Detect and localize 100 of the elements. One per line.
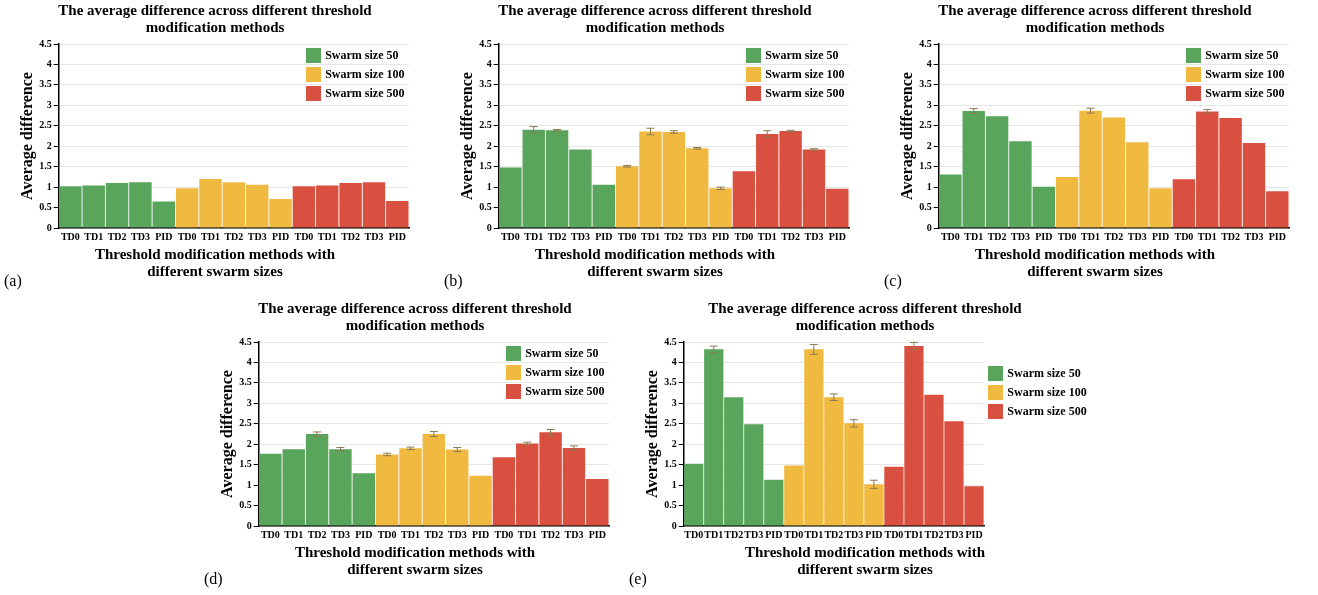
y-tick-label: 0 — [246, 519, 252, 531]
x-tick-label: TD2 — [223, 230, 243, 242]
legend-label: Swarm size 100 — [325, 67, 405, 82]
x-tick-label: PID — [271, 230, 289, 242]
legend-label: Swarm size 100 — [525, 365, 605, 380]
y-axis-title: Average difference — [457, 72, 476, 200]
y-tick-label: 1.5 — [918, 160, 932, 172]
x-axis-title: Threshold modification methods with different swarm sizes — [293, 544, 537, 578]
y-axis-title: Average difference — [17, 72, 36, 200]
x-tick-label: TD2 — [1103, 230, 1123, 242]
x-tick-label: TD2 — [987, 230, 1007, 242]
x-tick-label: TD3 — [570, 230, 590, 242]
x-tick-label: TD3 — [944, 528, 964, 540]
x-tick-label: TD0 — [177, 230, 197, 242]
x-tick-label: PID — [765, 528, 783, 540]
x-tick-label: TD1 — [283, 528, 303, 540]
x-tick-label: TD0 — [733, 230, 753, 242]
x-tick-label: TD0 — [1057, 230, 1077, 242]
y-tick-label: 0.5 — [918, 201, 932, 213]
x-axis-title: Threshold modification methods with different swarm sizes — [743, 544, 987, 578]
x-axis-title: Threshold modification methods with different swarm sizes — [533, 246, 777, 280]
y-tick-label: 4.5 — [238, 335, 252, 347]
y-tick-label: 2.5 — [238, 417, 252, 429]
x-tick-label: TD2 — [780, 230, 800, 242]
y-tick-label: 4 — [926, 58, 932, 70]
y-axis-title: Average difference — [643, 370, 662, 498]
x-tick-label: TD1 — [1080, 230, 1100, 242]
legend-label: Swarm size 50 — [525, 346, 599, 361]
x-tick-label: TD1 — [317, 230, 337, 242]
x-tick-label: TD0 — [493, 528, 513, 540]
y-tick-label: 4 — [486, 58, 492, 70]
x-tick-label: TD1 — [517, 528, 537, 540]
x-tick-label: TD2 — [107, 230, 127, 242]
x-axis-title: Threshold modification methods with different swarm sizes — [93, 246, 337, 280]
legend-label: Swarm size 50 — [1205, 48, 1279, 63]
legend-label: Swarm size 50 — [1007, 366, 1081, 381]
y-tick-label: 1 — [246, 478, 252, 490]
y-tick-label: 0.5 — [478, 201, 492, 213]
x-tick-label: TD3 — [364, 230, 383, 242]
x-tick-label: TD1 — [83, 230, 103, 242]
x-tick-label: TD3 — [1010, 230, 1030, 242]
x-tick-label: PID — [965, 528, 983, 540]
y-tick-label: 0.5 — [664, 499, 678, 511]
x-tick-label: TD1 — [200, 230, 220, 242]
legend-label: Swarm size 500 — [1007, 404, 1087, 419]
y-tick-label: 0 — [672, 519, 678, 531]
x-tick-label: TD1 — [757, 230, 777, 242]
x-tick-label: TD1 — [1197, 230, 1217, 242]
x-axis-title: Threshold modification methods with different swarm sizes — [973, 246, 1217, 280]
x-tick-label: TD3 — [687, 230, 707, 242]
y-tick-label: 4 — [672, 356, 678, 368]
x-tick-label: TD2 — [724, 528, 744, 540]
legend-label: Swarm size 500 — [325, 86, 405, 101]
legend-label: Swarm size 50 — [325, 48, 399, 63]
x-tick-label: TD1 — [904, 528, 924, 540]
x-tick-label: TD3 — [247, 230, 267, 242]
x-tick-label: TD0 — [260, 528, 280, 540]
x-tick-label: TD0 — [1173, 230, 1193, 242]
y-tick-label: 2 — [46, 139, 52, 151]
x-tick-label: TD3 — [1244, 230, 1263, 242]
y-tick-label: 2 — [486, 139, 492, 151]
y-tick-label: 1 — [926, 180, 932, 192]
y-tick-label: 0 — [486, 221, 492, 233]
x-tick-label: PID — [471, 528, 489, 540]
x-tick-label: TD3 — [744, 528, 764, 540]
x-tick-label: TD2 — [423, 528, 443, 540]
y-tick-label: 2 — [246, 437, 252, 449]
text: (b) — [444, 272, 463, 290]
x-tick-label: PID — [1151, 230, 1169, 242]
y-tick-label: 3 — [246, 396, 252, 408]
x-tick-label: TD0 — [377, 528, 397, 540]
y-tick-label: 3 — [926, 98, 932, 110]
legend-label: Swarm size 100 — [1007, 385, 1087, 400]
y-tick-label: 1.5 — [238, 458, 252, 470]
x-tick-label: TD3 — [130, 230, 150, 242]
x-tick-label: TD0 — [784, 528, 804, 540]
y-tick-label: 3 — [486, 98, 492, 110]
y-tick-label: 4.5 — [38, 37, 52, 49]
y-tick-label: 3 — [672, 396, 678, 408]
y-tick-label: 2.5 — [918, 119, 932, 131]
y-tick-label: 3.5 — [238, 376, 252, 388]
legend-label: Swarm size 500 — [525, 384, 605, 399]
x-tick-label: PID — [354, 528, 372, 540]
x-tick-label: TD0 — [940, 230, 960, 242]
chart-title: The average difference across different threshold modification methods — [497, 2, 813, 36]
legend-label: Swarm size 500 — [1205, 86, 1285, 101]
legend-label: Swarm size 100 — [1205, 67, 1285, 82]
y-tick-label: 3.5 — [478, 78, 492, 90]
x-tick-label: TD3 — [844, 528, 864, 540]
y-tick-label: 3 — [46, 98, 52, 110]
y-tick-label: 4.5 — [664, 335, 678, 347]
x-tick-label: TD0 — [684, 528, 704, 540]
y-tick-label: 4 — [246, 356, 252, 368]
x-tick-label: TD2 — [1220, 230, 1240, 242]
chart-title: The average difference across different threshold modification methods — [707, 300, 1023, 334]
x-tick-label: PID — [828, 230, 846, 242]
y-tick-label: 1 — [46, 180, 52, 192]
y-tick-label: 0 — [46, 221, 52, 233]
y-tick-label: 2 — [672, 437, 678, 449]
y-tick-label: 1 — [486, 180, 492, 192]
